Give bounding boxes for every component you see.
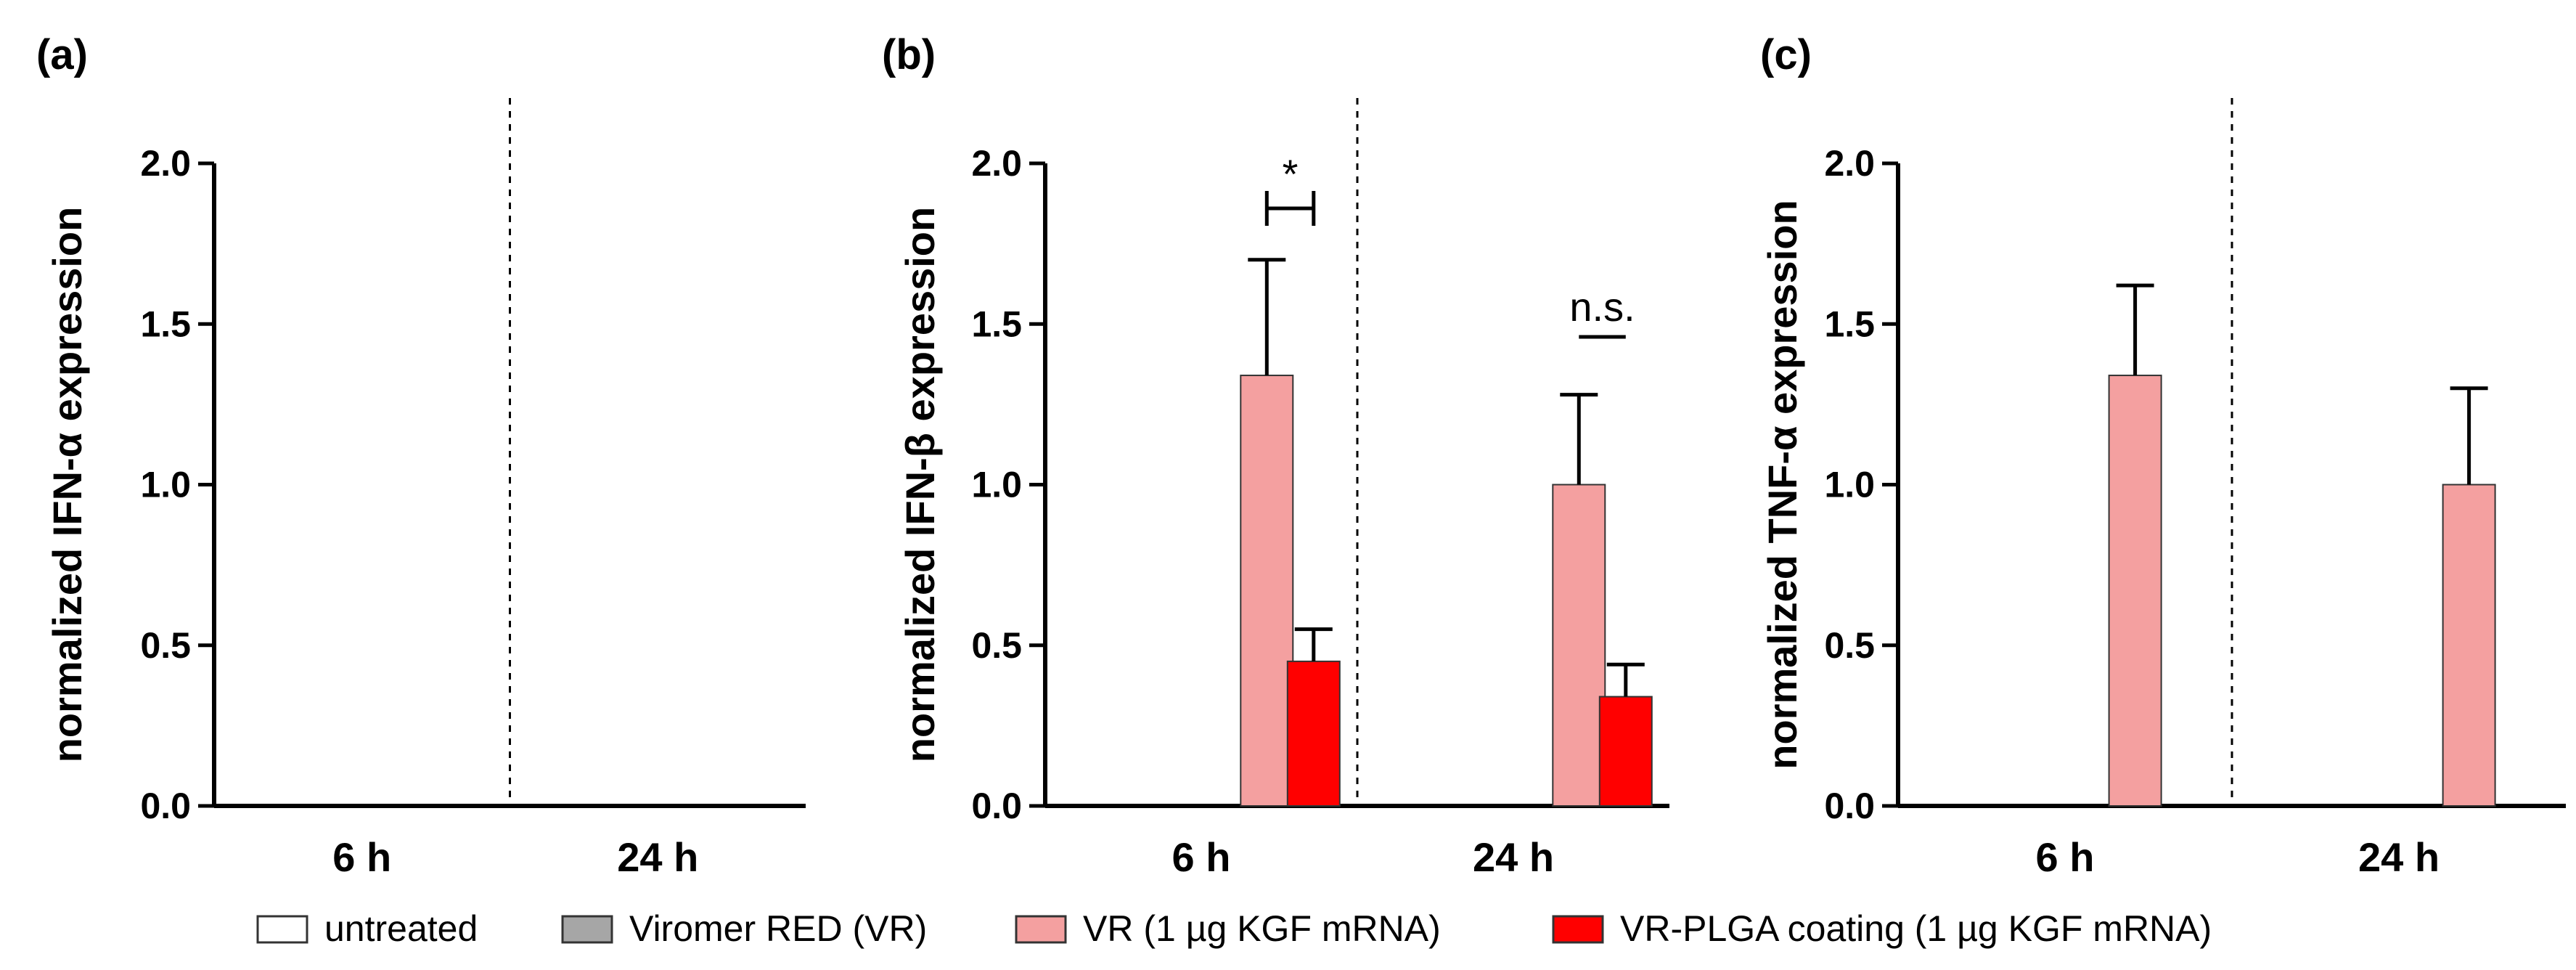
y-tick-label: 0.5 [1824,625,1875,666]
panel-label: (c) [1760,31,1812,78]
legend-label: untreated [324,908,478,949]
legend-swatch [1552,915,1604,944]
y-tick-label: 1.5 [1824,303,1875,344]
x-category-label: 6 h [332,834,391,880]
legend: untreated Viromer RED (VR) VR (1 µg KGF mR… [256,908,2212,949]
panel-3: (c) normalized TNF-α expression 0.0 0.5 1.0 1… [1759,31,2566,880]
bar-vr-plga-coating-1-g-kgf-mrna--0 [1286,660,1341,807]
bar-vr-plga-coating-1-g-kgf-mrna--1 [1598,696,1653,807]
y-tick-label: 1.0 [971,465,1022,505]
y-tick-label: 1.5 [971,303,1022,344]
y-axis-label: normalized IFN-β expression [897,207,943,762]
panel-label: (b) [882,31,936,78]
y-tick-label: 0.0 [140,786,191,826]
y-axis-label: normalized IFN-α expression [44,207,90,763]
y-tick-label: 1.0 [140,465,191,505]
y-tick-label: 0.0 [971,786,1022,826]
y-tick-label: 2.0 [1824,143,1875,184]
x-category-label: 24 h [2358,834,2440,880]
panel-2: (b) normalized IFN-β expression 0.0 0.5 1.0 1… [882,31,1669,880]
legend-swatch [561,915,613,944]
x-category-label: 6 h [2036,834,2095,880]
y-tick-label: 0.5 [971,625,1022,666]
y-tick-label: 2.0 [971,143,1022,184]
legend-label: VR (1 µg KGF mRNA) [1083,908,1441,949]
bar-vr-1-g-kgf-mrna--0 [2108,375,2162,807]
y-axis-label: normalized TNF-α expression [1759,200,1805,769]
significance-label: n.s. [1569,284,1635,330]
x-category-label: 24 h [1473,834,1554,880]
legend-label: VR-PLGA coating (1 µg KGF mRNA) [1620,908,2212,949]
x-category-label: 6 h [1172,834,1231,880]
legend-label: Viromer RED (VR) [629,908,927,949]
bar-vr-1-g-kgf-mrna--1 [1552,484,1606,807]
legend-swatch [1015,915,1067,944]
y-tick-label: 0.5 [140,625,191,666]
bar-vr-1-g-kgf-mrna--1 [2442,484,2496,807]
significance-label: * [1283,151,1299,197]
y-tick-label: 1.0 [1824,465,1875,505]
y-tick-label: 2.0 [140,143,191,184]
y-tick-label: 0.0 [1824,786,1875,826]
x-category-label: 24 h [617,834,698,880]
legend-swatch [256,915,308,944]
y-tick-label: 1.5 [140,303,191,344]
panel-1: (a) normalized IFN-α expression 0.0 0.5 1.0 1… [36,31,806,880]
panel-label: (a) [36,31,88,78]
bar-vr-1-g-kgf-mrna--0 [1240,375,1294,807]
